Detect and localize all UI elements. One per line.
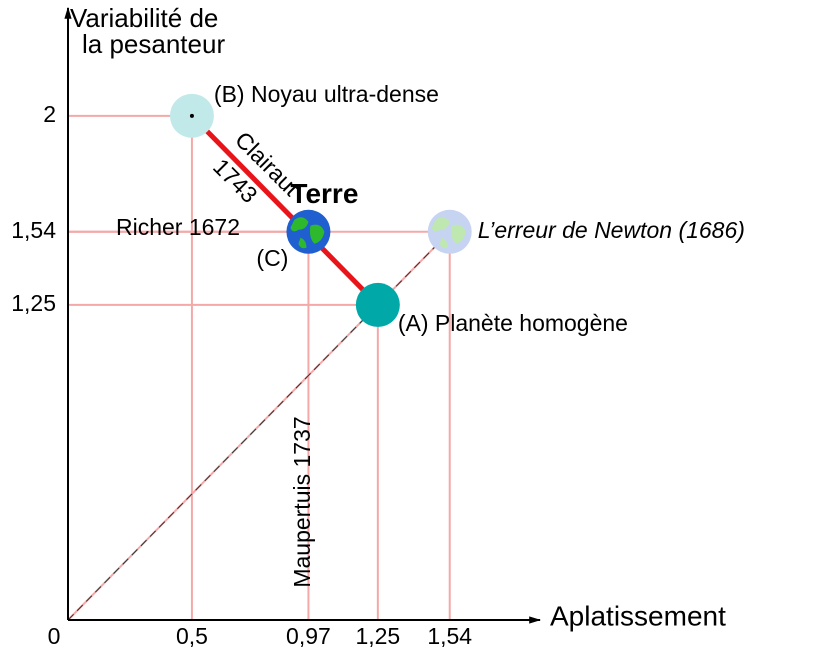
point-label: (A) Planète homogène: [398, 310, 628, 336]
x-tick-label: 1,25: [355, 623, 400, 649]
point: [286, 209, 331, 254]
continent: [431, 217, 466, 249]
continent: [290, 217, 325, 249]
y-tick-label: 1,25: [11, 290, 56, 316]
x-tick-label: 0,97: [286, 623, 331, 649]
x-tick-label: 1,54: [427, 623, 472, 649]
y-axis-label: Variabilité de: [70, 3, 218, 33]
point: [355, 282, 400, 327]
point-label: Terre: [290, 178, 358, 209]
y-tick-label: 1,54: [11, 217, 56, 243]
point: [427, 209, 472, 254]
point-tag: (C): [256, 245, 288, 271]
point-label: L’erreur de Newton (1686): [478, 217, 745, 243]
point-center: [189, 113, 194, 118]
x-axis-label: Aplatissement: [550, 600, 726, 631]
annotation: Maupertuis 1737: [289, 416, 315, 587]
x-tick-label: 0: [48, 623, 61, 649]
y-tick-label: 2: [43, 101, 56, 127]
point-label: (B) Noyau ultra-dense: [214, 81, 439, 107]
annotation: Richer 1672: [116, 214, 240, 240]
x-tick-label: 0,5: [176, 623, 208, 649]
y-axis-label: la pesanteur: [82, 29, 225, 59]
clairaut-line: [190, 114, 380, 307]
